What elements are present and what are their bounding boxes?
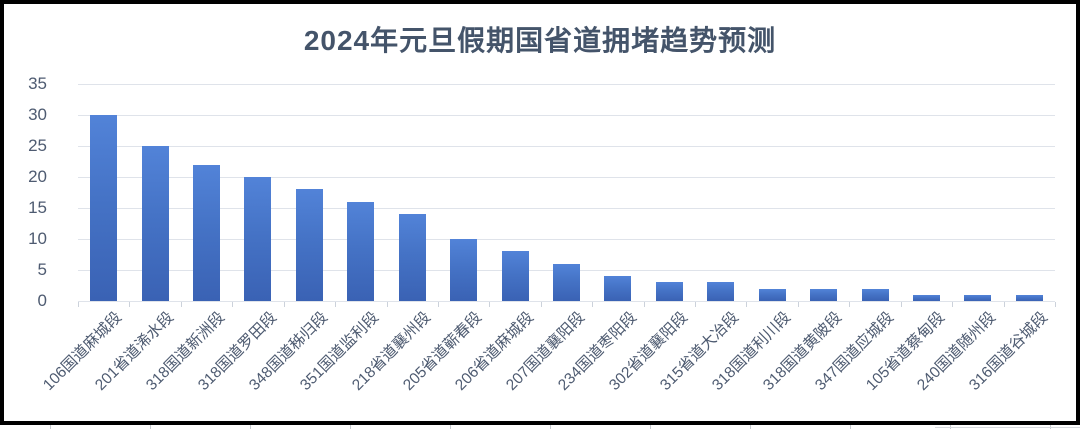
bar[interactable] xyxy=(655,282,683,301)
x-axis-tick xyxy=(1003,302,1005,307)
gridline xyxy=(78,301,1055,302)
x-axis-tick xyxy=(386,302,388,307)
x-axis-tick xyxy=(746,302,748,307)
bar[interactable] xyxy=(553,263,580,301)
bar[interactable] xyxy=(141,146,169,301)
x-axis-tick xyxy=(78,302,79,307)
bar[interactable] xyxy=(501,251,529,301)
x-axis-tick xyxy=(1055,302,1056,307)
y-axis-label: 5 xyxy=(37,260,47,279)
bar[interactable] xyxy=(90,115,118,301)
bar[interactable] xyxy=(398,214,426,301)
bar[interactable] xyxy=(758,288,786,301)
gridline xyxy=(78,208,1055,209)
x-axis-tick xyxy=(643,302,645,307)
bar[interactable] xyxy=(193,164,221,301)
x-axis-tick xyxy=(283,302,285,307)
spreadsheet-gridline-tick xyxy=(850,425,851,429)
x-axis-tick xyxy=(232,302,234,307)
chart-title[interactable]: 2024年元旦假期国省道拥堵趋势预测 xyxy=(303,25,777,56)
x-axis-tick xyxy=(335,302,337,307)
gridline xyxy=(78,146,1055,147)
spreadsheet-gridline-tick xyxy=(450,425,451,429)
x-axis-tick xyxy=(695,302,697,307)
x-axis-tick xyxy=(797,302,799,307)
spreadsheet-gridline-tick xyxy=(50,425,51,429)
bar[interactable] xyxy=(861,288,889,301)
spreadsheet-gridline-tick xyxy=(350,425,351,429)
gridline xyxy=(78,115,1055,116)
y-axis-label: 25 xyxy=(28,136,47,155)
bar[interactable] xyxy=(604,276,632,301)
x-axis-tick xyxy=(592,302,594,307)
y-axis-label: 15 xyxy=(28,198,47,217)
spreadsheet-gridline-tick xyxy=(550,425,551,429)
y-axis-label: 20 xyxy=(28,167,47,186)
x-axis-tick xyxy=(900,302,902,307)
x-axis-tick xyxy=(180,302,182,307)
spreadsheet-gridline-tick xyxy=(750,425,751,429)
x-axis-tick xyxy=(437,302,439,307)
gridline xyxy=(78,239,1055,240)
bar[interactable] xyxy=(707,282,735,301)
gridline xyxy=(78,84,1055,85)
y-axis-label: 0 xyxy=(37,291,47,310)
bar[interactable] xyxy=(347,201,375,301)
bar[interactable] xyxy=(810,288,838,301)
x-axis-tick xyxy=(540,302,542,307)
y-axis-label: 35 xyxy=(28,74,47,93)
x-axis-tick xyxy=(952,302,954,307)
gridline xyxy=(78,177,1055,178)
bar[interactable] xyxy=(964,294,992,301)
spreadsheet-gridline-tick xyxy=(650,425,651,429)
y-axis-label: 10 xyxy=(28,229,47,248)
x-axis-tick xyxy=(129,302,131,307)
spreadsheet-gridline-tick xyxy=(150,425,151,429)
bar[interactable] xyxy=(1015,294,1043,301)
x-axis-tick xyxy=(849,302,851,307)
bar[interactable] xyxy=(295,189,323,301)
bar[interactable] xyxy=(244,177,272,301)
spreadsheet-gridline xyxy=(935,427,1080,428)
x-axis-tick xyxy=(489,302,491,307)
bar[interactable] xyxy=(450,239,478,301)
spreadsheet-gridline-tick xyxy=(250,425,251,429)
y-axis-label: 30 xyxy=(28,105,47,124)
bar[interactable] xyxy=(912,294,940,301)
